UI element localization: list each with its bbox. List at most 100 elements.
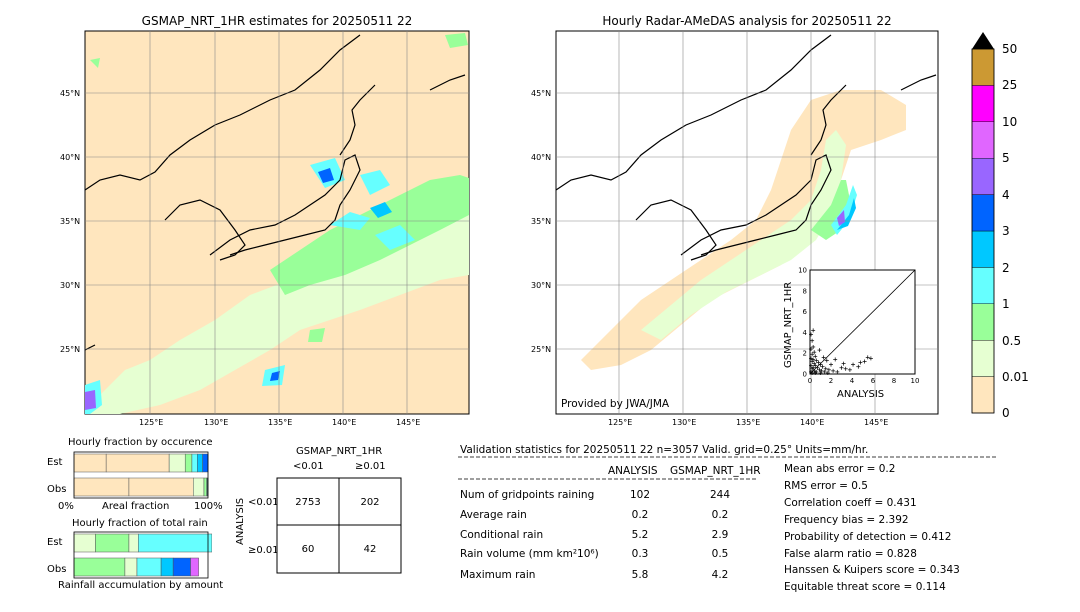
left-map-title: GSMAP_NRT_1HR estimates for 20250511 22	[141, 14, 413, 28]
stats-row-analysis: 5.8	[631, 569, 649, 581]
stats-row-gsmap: 244	[709, 489, 731, 501]
scatter-point	[814, 358, 819, 363]
stats-row-analysis: 0.2	[631, 509, 649, 521]
scatter-point	[812, 368, 817, 373]
stats-row-analysis: 0.3	[631, 548, 649, 560]
left-map-grid	[85, 31, 469, 414]
stats-col-rule	[458, 478, 758, 480]
colorbar-label: 0.01	[1002, 370, 1029, 384]
scatter-x-tick: 2	[829, 377, 833, 385]
occurrence-est-bar	[73, 453, 209, 473]
colorbar-extend-triangle	[972, 32, 994, 49]
stacked-bar-segment	[124, 557, 138, 577]
scatter-point	[835, 369, 840, 374]
stacked-bar-segment	[73, 533, 96, 553]
contingency-col-lt: <0.01	[293, 461, 324, 472]
contingency-col-ge: ≥0.01	[355, 461, 386, 472]
scatter-point	[825, 370, 830, 375]
occurrence-obs-bar	[73, 477, 209, 497]
stats-header-rule	[458, 456, 996, 458]
colorbar-cell	[971, 48, 995, 86]
stats-col-analysis: ANALYSIS	[608, 465, 658, 477]
stats-row-analysis: 102	[629, 489, 651, 501]
scatter-point	[821, 355, 826, 360]
colorbar-cell	[971, 230, 995, 268]
stats-row-label: Maximum rain	[460, 569, 536, 581]
scatter-point	[833, 357, 838, 362]
scatter-diagonal	[809, 269, 916, 375]
colorbar-cell	[971, 121, 995, 159]
stacked-bar-segment	[73, 453, 107, 473]
occurrence-obs-label: Obs	[47, 484, 67, 495]
left-rain-field	[85, 33, 469, 414]
colorbar-cell	[971, 303, 995, 341]
colorbar-cell	[971, 340, 995, 377]
colorbar-frame	[971, 48, 995, 414]
left-lat-label: 40°N	[60, 153, 81, 162]
scatter-point	[829, 362, 833, 367]
scatter-y-tick: 6	[803, 308, 808, 316]
scatter-y-tick: 0	[803, 371, 807, 379]
occurrence-bars	[73, 451, 209, 499]
scatter-point	[809, 363, 814, 368]
left-lon-label: 145°E	[396, 418, 421, 427]
scatter-x-tick: 6	[871, 377, 876, 385]
right-lat-label: 25°N	[531, 345, 552, 354]
scatter-point	[813, 370, 818, 375]
colorbar-label: 1	[1002, 297, 1010, 311]
left-lat-label: 30°N	[60, 281, 81, 290]
scatter-point	[818, 370, 823, 375]
contingency-cell-a: 2753	[295, 497, 321, 508]
total-rain-bars	[73, 531, 212, 579]
scatter-point	[841, 361, 846, 366]
left-lon-label: 130°E	[204, 418, 229, 427]
colorbar-label: 10	[1002, 115, 1018, 129]
stacked-bar-segment	[136, 557, 162, 577]
right-rain-field	[581, 90, 906, 370]
stacked-bar-segment	[160, 557, 174, 577]
left-map	[84, 30, 470, 415]
occurrence-x-left: 0%	[58, 501, 74, 512]
scatter-point	[810, 338, 815, 343]
stacked-bar-segment	[73, 477, 130, 497]
scatter-point	[819, 368, 824, 373]
right-lat-label: 35°N	[531, 217, 552, 226]
total-est-label: Est	[47, 537, 63, 548]
score-hk: Hanssen & Kuipers score = 0.343	[784, 564, 960, 576]
scatter-point	[822, 369, 827, 374]
scatter-point	[820, 364, 825, 369]
score-rms-error: RMS error = 0.5	[784, 480, 868, 492]
scatter-y-tick: 2	[803, 350, 807, 358]
stats-row-gsmap: 4.2	[711, 569, 729, 581]
scatter-point	[815, 365, 820, 370]
contingency-grid	[276, 477, 402, 574]
scatter-point	[811, 357, 816, 362]
colorbar-label: 3	[1002, 224, 1010, 238]
occurrence-frame	[73, 451, 209, 499]
colorbar-cell	[971, 194, 995, 232]
stats-row-gsmap: 0.5	[711, 548, 729, 560]
scatter-point	[811, 344, 816, 349]
right-map-title: Hourly Radar-AMeDAS analysis for 2025051…	[602, 14, 892, 28]
right-lat-label: 40°N	[531, 153, 552, 162]
stacked-bar-segment	[190, 557, 199, 577]
scatter-y-tick: 4	[803, 329, 808, 337]
scatter-point	[817, 348, 822, 353]
scatter-point	[817, 367, 822, 372]
colorbar-label: 0.5	[1002, 334, 1022, 348]
scatter-y-tick: 10	[798, 267, 807, 275]
scatter-point	[809, 347, 814, 352]
contingency-row-lt: <0.01	[248, 497, 279, 508]
left-lat-label: 25°N	[60, 345, 81, 354]
scatter-x-tick: 4	[850, 377, 855, 385]
left-coastline	[84, 34, 466, 351]
stats-row-analysis: 5.2	[631, 529, 649, 541]
occurrence-x-right: 100%	[194, 501, 223, 512]
stacked-bar-segment	[128, 533, 139, 553]
scatter-point	[858, 360, 863, 365]
scatter-point	[856, 364, 861, 369]
scatter-point	[862, 359, 867, 364]
right-lon-label: 140°E	[800, 418, 825, 427]
scatter-point	[810, 366, 815, 371]
colorbar-cell	[971, 267, 995, 304]
